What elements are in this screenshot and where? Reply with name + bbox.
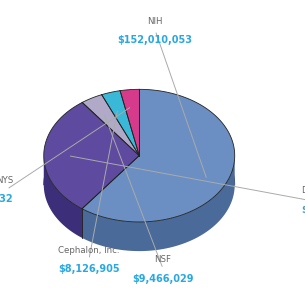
Polygon shape (82, 89, 235, 222)
Polygon shape (44, 155, 82, 238)
Polygon shape (102, 91, 139, 156)
Text: $8,116,632: $8,116,632 (0, 194, 13, 204)
Polygon shape (82, 155, 235, 251)
Text: $8,126,905: $8,126,905 (58, 264, 120, 274)
Polygon shape (120, 89, 139, 156)
Text: $9,466,029: $9,466,029 (132, 274, 194, 284)
Text: $152,010,053: $152,010,053 (118, 35, 193, 45)
Text: NSF: NSF (155, 255, 172, 264)
Text: $74,696,997: $74,696,997 (301, 205, 305, 215)
Text: DOE: DOE (301, 187, 305, 195)
Text: NIH: NIH (147, 17, 163, 26)
Text: Cephalon, Inc.: Cephalon, Inc. (58, 246, 120, 255)
Polygon shape (82, 95, 139, 156)
Text: NYS: NYS (0, 176, 13, 185)
Polygon shape (44, 103, 139, 209)
